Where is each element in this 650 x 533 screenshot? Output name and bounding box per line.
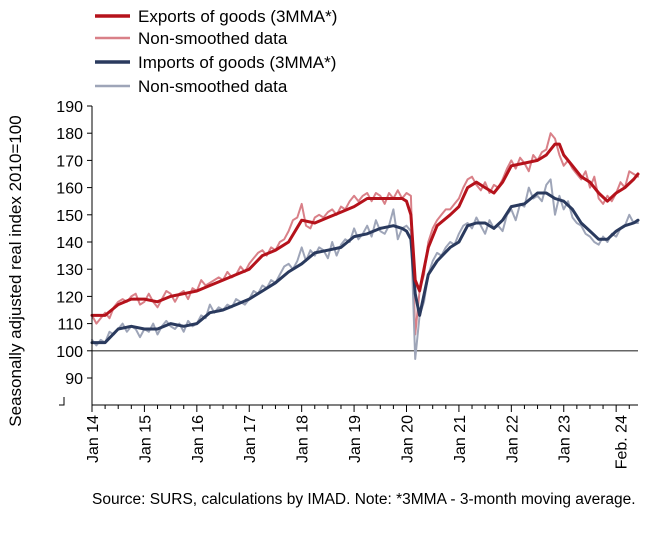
y-tick-label: 140	[56, 235, 83, 252]
axis-break-mark	[59, 397, 65, 406]
y-tick-label: 150	[56, 208, 83, 225]
source-note: Source: SURS, calculations by IMAD. Note…	[92, 491, 636, 508]
x-tick-label: Jan 23	[557, 415, 574, 463]
legend-label: Non-smoothed data	[138, 77, 288, 96]
x-tick-label: Jan 17	[242, 415, 259, 463]
legend-label: Non-smoothed data	[138, 29, 288, 48]
series-imports-non-smoothed	[91, 178, 639, 360]
x-tick-label: Feb. 24	[614, 415, 631, 469]
x-tick-label: Jan 19	[347, 415, 364, 463]
x-tick-label: Jan 18	[295, 415, 312, 463]
x-tick-label: Jan 20	[399, 415, 416, 463]
y-axis-title: Seasonally adjusted real index 2010=100	[6, 115, 25, 426]
y-tick-label: 110	[57, 317, 83, 334]
y-tick-label: 160	[56, 181, 83, 198]
legend-label: Imports of goods (3MMA*)	[138, 53, 336, 72]
x-tick-label: Jan 14	[85, 415, 102, 463]
series-exports-3mma	[90, 142, 640, 317]
y-tick-label: 90	[65, 371, 83, 388]
x-tick-label: Jan 21	[452, 415, 469, 463]
y-tick-label: 170	[56, 153, 83, 170]
y-tick-label: 190	[56, 99, 83, 116]
legend: Exports of goods (3MMA*) Non-smoothed dat…	[95, 7, 337, 96]
series-layer	[90, 132, 640, 360]
x-tick-label: Jan 15	[137, 415, 154, 463]
series-imports-3mma	[90, 191, 640, 345]
y-tick-label: 100	[56, 344, 83, 361]
y-tick-label: 130	[56, 262, 83, 279]
y-tick-label: 180	[56, 126, 83, 143]
x-tick-label: Jan 16	[190, 415, 207, 463]
x-tick-label: Jan 22	[504, 415, 521, 463]
y-tick-label: 120	[56, 289, 83, 306]
axes: 90 100 110 120 130 140 150 160 170 180 190 Jan 14 Ja…	[56, 99, 638, 469]
legend-label: Exports of goods (3MMA*)	[138, 7, 337, 26]
series-exports-non-smoothed	[91, 132, 639, 336]
